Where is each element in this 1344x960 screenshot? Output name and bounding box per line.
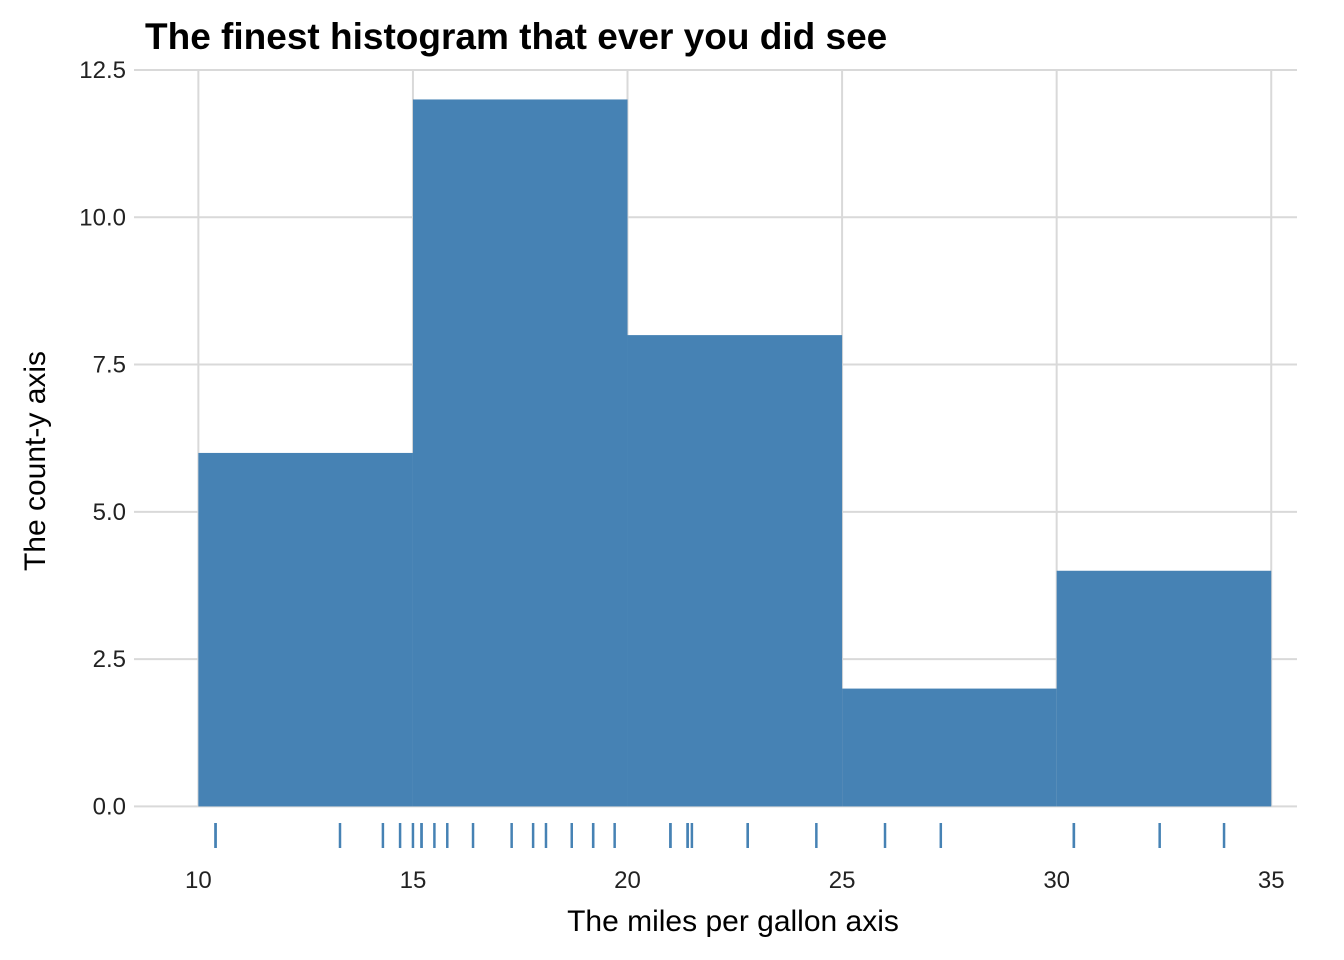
- rug-marks: [214, 823, 1226, 848]
- y-tick-label: 12.5: [79, 57, 126, 84]
- x-tick-label: 30: [1043, 867, 1070, 894]
- y-axis-ticks: 0.0 2.5 5.0 7.5 10.0 12.5: [79, 57, 126, 820]
- x-tick-label: 10: [185, 867, 212, 894]
- chart-title: The finest histogram that ever you did s…: [145, 16, 887, 57]
- x-tick-label: 15: [400, 867, 427, 894]
- histogram-bar: [412, 99, 628, 807]
- histogram-bar: [627, 335, 843, 807]
- y-tick-label: 5.0: [93, 499, 126, 526]
- x-axis-ticks: 10 15 20 25 30 35: [185, 867, 1285, 894]
- y-axis-title: The count-y axis: [19, 351, 52, 571]
- x-axis-title: The miles per gallon axis: [567, 905, 899, 938]
- y-tick-label: 7.5: [93, 352, 126, 379]
- y-tick-label: 0.0: [93, 793, 126, 820]
- histogram-bar: [842, 688, 1057, 807]
- x-tick-label: 35: [1258, 867, 1285, 894]
- y-tick-label: 2.5: [93, 646, 126, 673]
- histogram-bar: [1056, 570, 1272, 807]
- bars: [198, 99, 1272, 807]
- histogram-bar: [198, 452, 413, 807]
- x-tick-label: 20: [614, 867, 641, 894]
- y-tick-label: 10.0: [79, 204, 126, 231]
- x-tick-label: 25: [829, 867, 856, 894]
